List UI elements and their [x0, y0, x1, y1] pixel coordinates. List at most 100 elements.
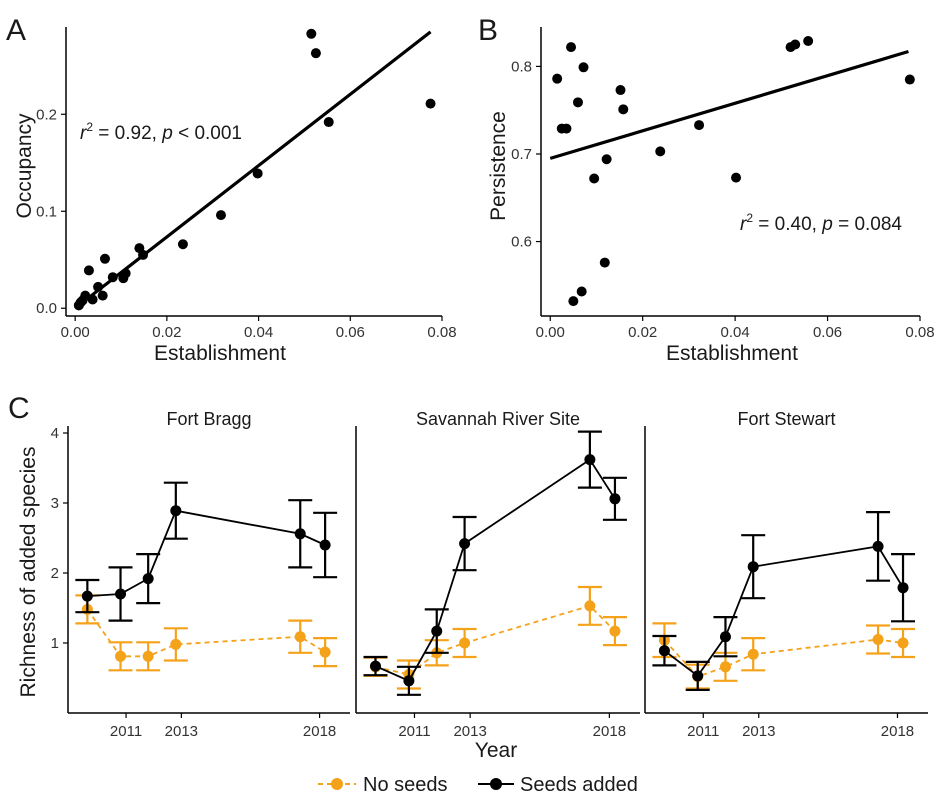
facet-2-x-tick-label: 2018: [593, 723, 626, 740]
facet-2-seeds-added-point: [609, 493, 621, 505]
panel-a-point: [120, 268, 131, 279]
panel-b-y-tick-label: 0.8: [511, 58, 532, 75]
panel-c-y-tick-label: 1: [51, 635, 59, 652]
panel-b-stats-annotation: r2 = 0.40, p = 0.084: [740, 211, 902, 235]
facet-3-seeds-added-point: [897, 582, 909, 594]
panel-a-fit-line: [74, 30, 432, 310]
panel-label-a: A: [6, 14, 26, 47]
facet-1-no-seeds-line: [86, 608, 326, 658]
legend-item-no-seeds: No seeds: [318, 774, 448, 796]
panel-a-x-tick-label: 0.04: [244, 324, 273, 341]
facet-2-seeds-added-point: [403, 675, 415, 687]
panel-b-x-tick-label: 0.06: [813, 324, 842, 341]
panel-b-ylabel: Persistence: [487, 111, 510, 221]
facet-1-x-tick-label: 2013: [165, 723, 198, 740]
facet-2-x-tick-label: 2013: [453, 723, 486, 740]
facet-1-no-seeds-point: [294, 631, 306, 643]
facet-1-no-seeds-point: [115, 650, 127, 662]
panel-c-ylabel: Richness of added species: [17, 447, 40, 698]
facet-1-seeds-added-point: [294, 528, 306, 540]
panel-a-point: [323, 117, 334, 128]
facet-2-seeds-added-line: [375, 458, 616, 682]
facet-1-seeds-added-line: [87, 509, 326, 597]
panel-a-point: [83, 265, 94, 276]
panel-b-point: [568, 296, 579, 307]
facet-1-seeds-added-point: [170, 505, 182, 517]
facet-3-no-seeds-point: [872, 634, 884, 645]
panel-a-point: [306, 28, 317, 39]
panel-c-y-tick-label: 3: [51, 495, 59, 512]
facet-1-title: Fort Bragg: [166, 409, 251, 429]
legend-label-no-seeds: No seeds: [363, 774, 448, 796]
facet-2-x-tick-label: 2011: [398, 723, 430, 740]
panel-a-point: [310, 48, 321, 59]
panel-a-point: [87, 294, 98, 305]
panel-a-point: [177, 239, 188, 250]
facet-2-no-seeds-point: [584, 600, 596, 612]
panel-a-x-tick-label: 0.02: [152, 324, 181, 341]
panel-a-stats-annotation: r2 = 0.92, p < 0.001: [80, 120, 242, 144]
facet-2-no-seeds-point: [459, 637, 471, 649]
facet-3-seeds-added-point: [658, 645, 670, 657]
panel-b-point: [561, 123, 572, 134]
panel-b-xlabel: Establishment: [666, 342, 798, 365]
panel-a-y-tick-label: 0.2: [36, 106, 57, 123]
panel-b-x-tick-label: 0.02: [628, 324, 657, 341]
panel-label-c: C: [8, 392, 30, 425]
panel-a-ylabel: Occupancy: [13, 113, 36, 219]
facet-3-seeds-added-point: [872, 540, 884, 552]
panel-b-point: [904, 74, 915, 85]
panel-c-y-tick-label: 2: [51, 565, 59, 582]
panel-b-x-tick-label: 0.08: [905, 324, 934, 341]
facet-2-title: Savannah River Site: [416, 409, 580, 429]
panel-b-scatter: Establishment Persistence r2 = 0.40, p =…: [487, 27, 935, 365]
panel-a-point: [215, 210, 226, 221]
panel-b-point: [803, 36, 814, 47]
panel-a-y-tick-label: 0.0: [36, 300, 57, 317]
panel-b-y-tick-label: 0.7: [511, 146, 532, 163]
facet-1-seeds-added-point: [115, 588, 127, 600]
panel-a-x-tick-label: 0.06: [336, 324, 365, 341]
panel-a-point: [99, 253, 110, 264]
panel-a-scatter: Establishment Occupancy r2 = 0.92, p < 0…: [13, 27, 457, 365]
facet-3-seeds-added-point: [719, 631, 731, 643]
panel-a-x-tick-label: 0.08: [427, 324, 456, 341]
facet-1-x-tick-label: 2018: [303, 723, 336, 740]
panel-a-point: [252, 168, 263, 179]
panel-c-xlabel: Year: [475, 739, 517, 762]
facet-3-no-seeds-point: [719, 661, 731, 673]
panel-b-point: [576, 286, 587, 297]
panel-b-point: [599, 257, 610, 268]
panel-b-fit-line: [549, 49, 909, 160]
panel-b-point: [790, 39, 801, 50]
facet-3-x-tick-label: 2013: [742, 723, 775, 740]
legend-marker-seeds-added: [490, 778, 502, 790]
facet-1-seeds-added-point: [81, 590, 93, 602]
facet-1-no-seeds-point: [142, 650, 154, 662]
panel-b-point: [572, 97, 583, 108]
panel-b-y-tick-label: 0.6: [511, 234, 532, 251]
facet-3-seeds-added-point: [747, 561, 759, 573]
facet-3-no-seeds-line: [663, 638, 904, 678]
legend-marker-no-seeds: [331, 778, 343, 790]
legend-item-seeds-added: Seeds added: [478, 774, 638, 796]
panel-a-point: [97, 290, 108, 301]
facet-3-no-seeds-point: [897, 637, 909, 649]
panel-label-b: B: [478, 14, 498, 47]
facet-3-x-tick-label: 2011: [687, 723, 719, 740]
facet-2-no-seeds-line: [375, 604, 616, 676]
panel-a-point: [93, 281, 104, 292]
panel-b-x-tick-label: 0.04: [721, 324, 750, 341]
panel-b-point: [589, 173, 600, 184]
facet-2-seeds-added-point: [584, 454, 596, 466]
facet-1-seeds-added-point: [319, 539, 331, 551]
panel-c-y-tick-label: 4: [51, 425, 59, 442]
panel-a-x-tick-label: 0.00: [61, 324, 90, 341]
panel-b-point: [615, 85, 626, 96]
panel-a-point: [138, 249, 149, 260]
panel-b-point: [578, 62, 589, 73]
panel-a-point: [425, 98, 436, 109]
legend-label-seeds-added: Seeds added: [520, 774, 638, 796]
panel-b-point: [552, 73, 563, 84]
